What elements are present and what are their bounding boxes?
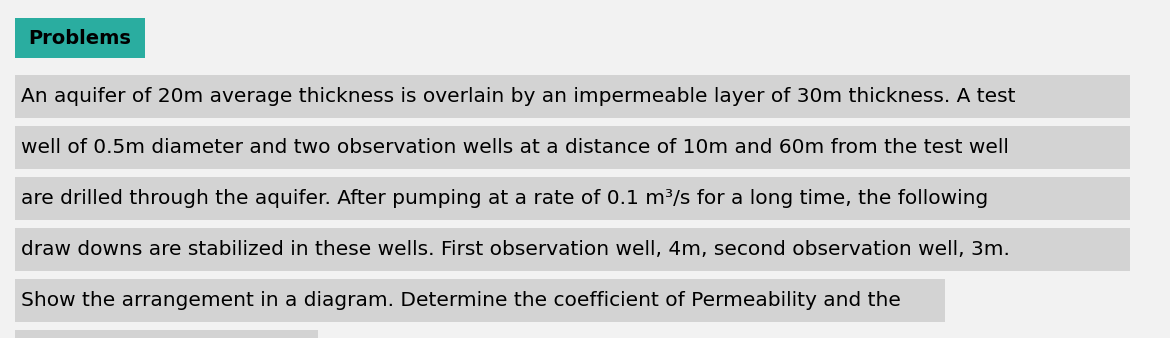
Bar: [15, 18, 145, 58]
Text: Problems: Problems: [28, 28, 131, 48]
Bar: [15, 177, 1130, 220]
Text: Show the arrangement in a diagram. Determine the coefficient of Permeability and: Show the arrangement in a diagram. Deter…: [21, 291, 901, 310]
Bar: [15, 279, 945, 322]
Text: well of 0.5m diameter and two observation wells at a distance of 10m and 60m fro: well of 0.5m diameter and two observatio…: [21, 138, 1009, 157]
Text: are drilled through the aquifer. After pumping at a rate of 0.1 m³/s for a long : are drilled through the aquifer. After p…: [21, 189, 989, 208]
Text: An aquifer of 20m average thickness is overlain by an impermeable layer of 30m t: An aquifer of 20m average thickness is o…: [21, 87, 1016, 106]
Bar: [15, 330, 318, 338]
Bar: [15, 228, 1130, 271]
Bar: [15, 75, 1130, 118]
Bar: [15, 126, 1130, 169]
Text: draw downs are stabilized in these wells. First observation well, 4m, second obs: draw downs are stabilized in these wells…: [21, 240, 1010, 259]
